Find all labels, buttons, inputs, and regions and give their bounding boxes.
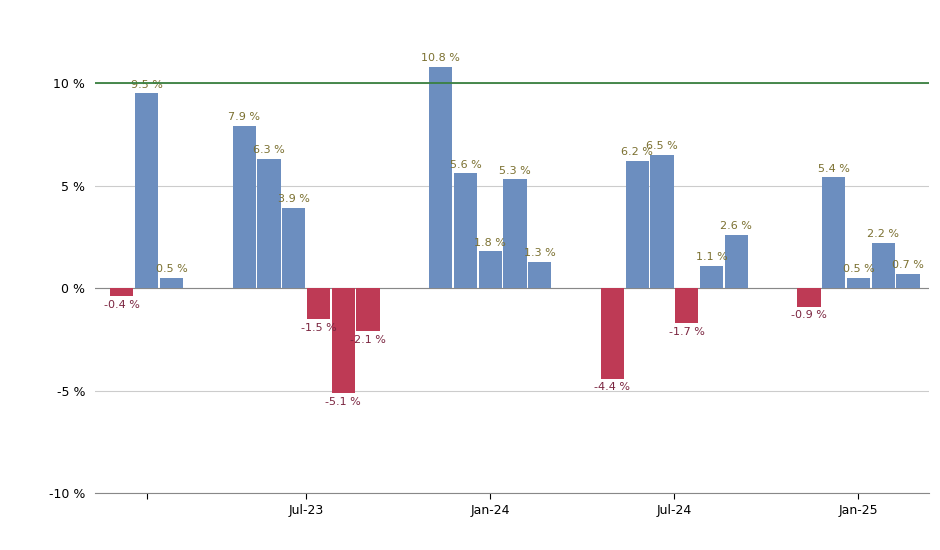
Text: 6.5 %: 6.5 % (646, 141, 678, 151)
Bar (135, 93, 158, 288)
Text: 5.3 %: 5.3 % (499, 166, 531, 176)
Bar (282, 208, 306, 288)
Bar (601, 288, 624, 378)
Bar (700, 266, 723, 288)
Bar (429, 67, 452, 288)
Bar (650, 155, 674, 288)
Bar (258, 159, 280, 288)
Text: -4.4 %: -4.4 % (594, 382, 631, 392)
Text: 5.6 %: 5.6 % (449, 160, 481, 169)
Text: 6.2 %: 6.2 % (621, 147, 653, 157)
Bar (871, 243, 895, 288)
Bar (847, 278, 870, 288)
Text: 1.8 %: 1.8 % (475, 238, 506, 248)
Bar (675, 288, 698, 323)
Bar (725, 235, 748, 288)
Bar (454, 173, 477, 288)
Text: -1.5 %: -1.5 % (301, 323, 337, 333)
Text: 0.5 %: 0.5 % (842, 264, 874, 274)
Bar (356, 288, 380, 331)
Text: 6.3 %: 6.3 % (253, 145, 285, 155)
Text: 2.2 %: 2.2 % (868, 229, 900, 239)
Bar (232, 126, 256, 288)
Bar (160, 278, 183, 288)
Bar (478, 251, 502, 288)
Text: 1.1 %: 1.1 % (696, 252, 728, 262)
Text: 0.5 %: 0.5 % (155, 264, 187, 274)
Text: -5.1 %: -5.1 % (325, 397, 361, 406)
Text: 2.6 %: 2.6 % (720, 221, 752, 231)
Bar (822, 177, 845, 288)
Text: -0.4 %: -0.4 % (104, 300, 140, 310)
Text: 3.9 %: 3.9 % (277, 195, 309, 205)
Text: -0.9 %: -0.9 % (791, 310, 827, 321)
Text: 1.3 %: 1.3 % (524, 248, 556, 258)
Bar (797, 288, 821, 307)
Bar (528, 262, 551, 288)
Bar (503, 179, 526, 288)
Text: -2.1 %: -2.1 % (350, 335, 386, 345)
Bar (626, 161, 649, 288)
Bar (306, 288, 330, 319)
Text: 10.8 %: 10.8 % (421, 53, 460, 63)
Text: 9.5 %: 9.5 % (131, 80, 163, 90)
Text: 0.7 %: 0.7 % (892, 260, 924, 270)
Bar (332, 288, 354, 393)
Text: 7.9 %: 7.9 % (228, 112, 260, 122)
Bar (110, 288, 133, 296)
Text: -1.7 %: -1.7 % (668, 327, 705, 337)
Bar (897, 274, 919, 288)
Text: 5.4 %: 5.4 % (818, 164, 850, 174)
